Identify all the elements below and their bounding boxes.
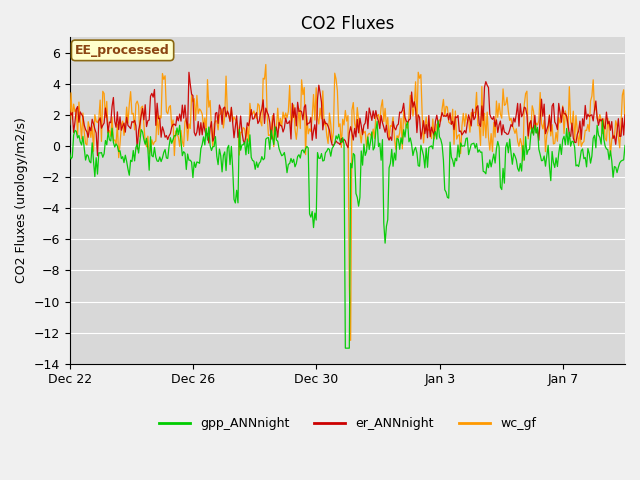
Y-axis label: CO2 Fluxes (urology/m2/s): CO2 Fluxes (urology/m2/s)	[15, 118, 28, 284]
Legend: gpp_ANNnight, er_ANNnight, wc_gf: gpp_ANNnight, er_ANNnight, wc_gf	[154, 412, 541, 435]
Text: EE_processed: EE_processed	[76, 44, 170, 57]
Title: CO2 Fluxes: CO2 Fluxes	[301, 15, 394, 33]
